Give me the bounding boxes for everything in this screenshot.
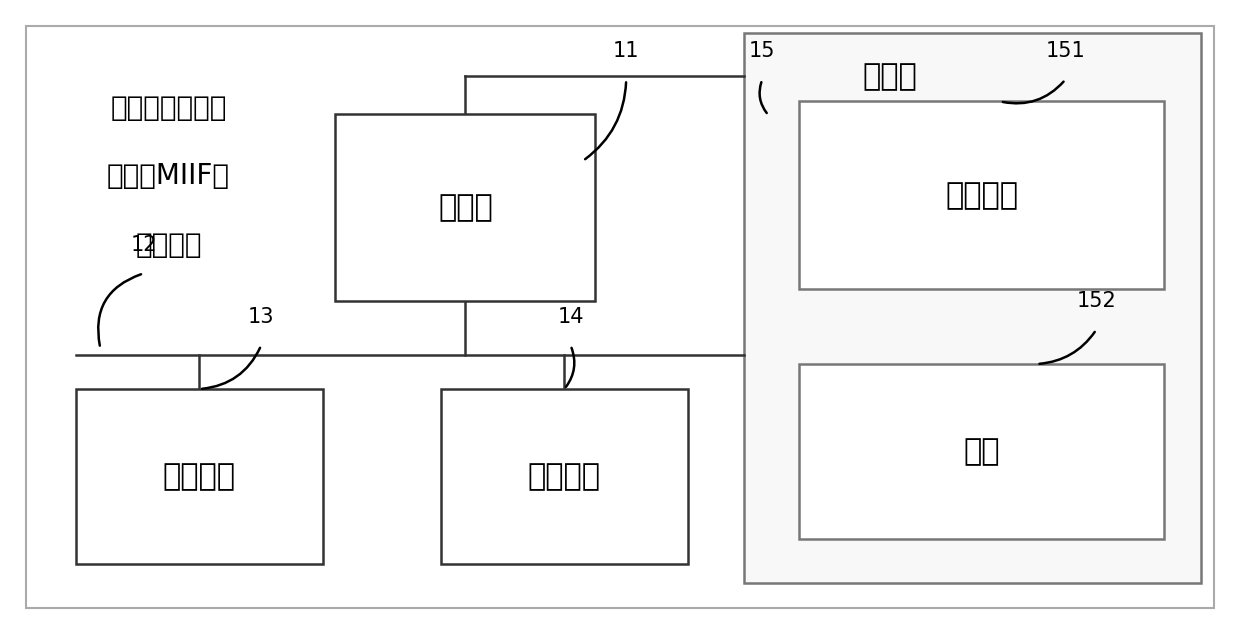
Text: 操作系统: 操作系统	[945, 181, 1018, 210]
Text: 151: 151	[1045, 41, 1085, 61]
Bar	[336, 114, 595, 301]
Text: 11: 11	[613, 41, 640, 61]
Text: 13: 13	[248, 306, 274, 327]
Text: 定电流定熄弧角: 定电流定熄弧角	[110, 94, 227, 122]
Text: 存储器: 存储器	[863, 62, 918, 91]
Text: 控制下MIIF的: 控制下MIIF的	[107, 163, 229, 190]
Text: 14: 14	[557, 306, 584, 327]
Bar	[800, 102, 1164, 289]
Text: 152: 152	[1076, 291, 1116, 311]
Text: 网络接口: 网络接口	[528, 462, 601, 491]
Text: 15: 15	[749, 41, 775, 61]
Bar	[76, 389, 324, 564]
Text: 用户接口: 用户接口	[162, 462, 236, 491]
Bar	[800, 364, 1164, 539]
Text: 处理器: 处理器	[438, 193, 492, 222]
Text: 程序: 程序	[963, 437, 1001, 466]
Bar	[440, 389, 688, 564]
Bar	[744, 33, 1202, 583]
Text: 分析设备: 分析设备	[135, 231, 202, 259]
Text: 12: 12	[130, 235, 157, 254]
